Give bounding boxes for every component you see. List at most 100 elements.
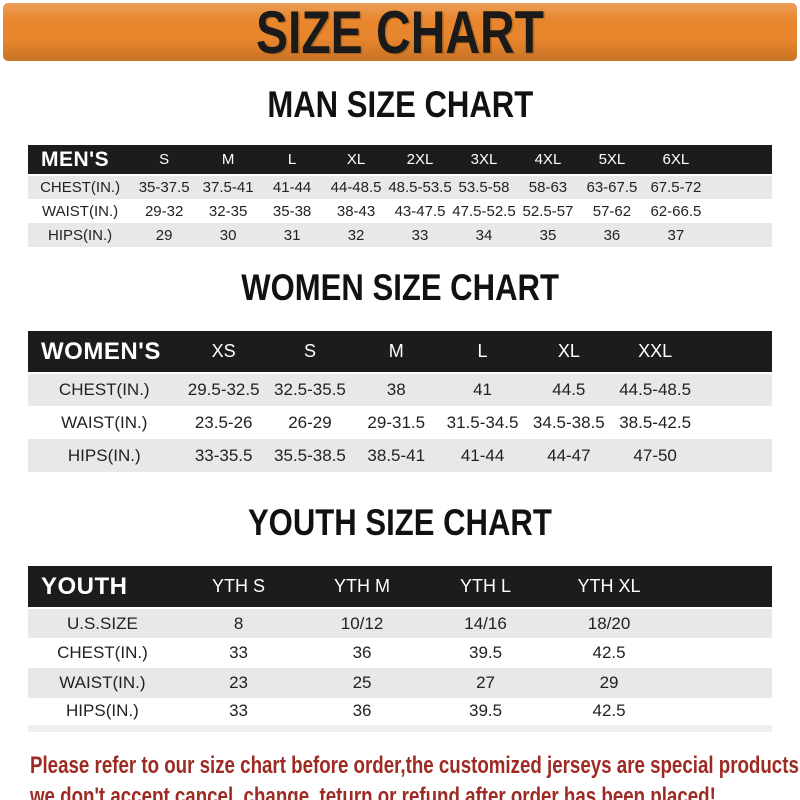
table-row: WAIST(IN.) 23.5-26 26-29 29-31.5 31.5-34.5 34… xyxy=(28,406,772,439)
row-label-cell: HIPS(IN.) xyxy=(66,701,139,721)
table-body: U.S.SIZE 8 10/12 14/16 18/20 CHEST(IN.) 33 36 39… xyxy=(28,608,772,728)
section-women: WOMEN SIZE CHART WOMEN'S XS S M L XL XXL CHEST(I… xyxy=(0,267,800,472)
table-row: WAIST(IN.) 23 25 27 29 xyxy=(28,668,772,698)
value-cell: 31.5-34.5 xyxy=(446,412,519,432)
value-cell: 57-62 xyxy=(592,202,632,220)
value-cell: 39.5 xyxy=(469,643,503,662)
value-cell: 36 xyxy=(603,226,621,244)
value-cell: 18/20 xyxy=(587,613,631,633)
footer-line-2: we don't accept cancel, change, teturn o… xyxy=(30,782,716,800)
value-cell: 36 xyxy=(352,701,372,721)
value-cell: 43-47.5 xyxy=(394,202,446,220)
section-title-text: MAN SIZE CHART xyxy=(267,84,533,125)
table-header: WOMEN'S XS S M L XL XXL xyxy=(28,331,772,373)
spacer-cell xyxy=(698,439,772,472)
value-cell: 32-35 xyxy=(208,202,248,220)
table-header: MEN'S S M L XL 2XL 3XL 4XL 5XL 6XL xyxy=(28,145,772,175)
column-header-cell: 2XL xyxy=(406,151,434,168)
table-row: HIPS(IN.) 29 30 31 32 33 34 35 36 37 xyxy=(28,223,772,247)
table-row: WAIST(IN.) 29-32 32-35 35-38 38-43 43-47.5 47.… xyxy=(28,199,772,223)
value-cell: 29-31.5 xyxy=(367,412,426,432)
value-cell: 41 xyxy=(473,380,493,399)
table-corner-label: YOUTH xyxy=(41,572,128,600)
sections-container: MAN SIZE CHART MEN'S S M L XL 2XL 3XL 4XL 5XL 6XL C… xyxy=(0,84,800,732)
value-cell: 36 xyxy=(352,643,372,662)
column-header-cell: XS xyxy=(211,341,236,361)
spacer-cell xyxy=(671,638,772,668)
section-title-men: MAN SIZE CHART xyxy=(0,84,800,130)
table-row: CHEST(IN.) 35-37.5 37.5-41 41-44 44-48.5 48.5… xyxy=(28,175,772,199)
value-cell: 34.5-38.5 xyxy=(532,412,605,432)
value-cell: 41-44 xyxy=(460,445,505,465)
value-cell: 32 xyxy=(347,226,365,244)
header-row: MEN'S S M L XL 2XL 3XL 4XL 5XL 6XL xyxy=(28,145,772,175)
value-cell: 47-50 xyxy=(633,445,677,465)
spacer-cell xyxy=(708,175,772,199)
men-size-table: MEN'S S M L XL 2XL 3XL 4XL 5XL 6XL CHEST(IN.) 35-37… xyxy=(28,145,772,247)
column-header-cell: YTH M xyxy=(334,576,391,596)
value-cell: 33 xyxy=(411,226,429,244)
value-cell: 38.5-42.5 xyxy=(619,412,692,432)
column-header-cell: 6XL xyxy=(662,151,690,168)
value-cell: 29 xyxy=(599,673,619,692)
column-header-cell: L xyxy=(477,341,488,361)
spacer-cell xyxy=(698,373,772,406)
column-header-cell: XL xyxy=(346,151,366,168)
value-cell: 29.5-32.5 xyxy=(187,380,260,399)
spacer-cell xyxy=(708,223,772,247)
row-label-cell: U.S.SIZE xyxy=(66,613,138,633)
value-cell: 48.5-53.5 xyxy=(388,179,452,196)
column-header-cell: 3XL xyxy=(470,151,498,168)
row-label-cell: WAIST(IN.) xyxy=(59,673,146,692)
value-cell: 44.5 xyxy=(552,380,586,399)
value-cell: 33-35.5 xyxy=(194,445,253,465)
value-cell: 42.5 xyxy=(592,701,626,721)
spacer-cell xyxy=(708,145,772,175)
column-header-cell: YTH XL xyxy=(577,576,641,596)
section-title-text: WOMEN SIZE CHART xyxy=(241,267,559,308)
spacer-cell xyxy=(671,608,772,638)
value-cell: 25 xyxy=(352,673,372,692)
spacer-cell xyxy=(698,331,772,373)
value-cell: 47.5-52.5 xyxy=(452,202,516,220)
value-cell: 23.5-26 xyxy=(194,412,253,432)
section-title-youth: YOUTH SIZE CHART xyxy=(0,504,800,548)
value-cell: 38-43 xyxy=(336,202,376,220)
column-header-cell: M xyxy=(221,151,235,168)
row-label-cell: HIPS(IN.) xyxy=(47,226,113,244)
value-cell: 41-44 xyxy=(272,179,312,196)
value-cell: 29-32 xyxy=(144,202,184,220)
column-header-cell: L xyxy=(287,151,297,168)
value-cell: 26-29 xyxy=(288,412,332,432)
header-row: YOUTH YTH S YTH M YTH L YTH XL xyxy=(28,566,772,608)
value-cell: 8 xyxy=(233,613,244,633)
row-label-cell: WAIST(IN.) xyxy=(42,202,119,220)
column-header-cell: M xyxy=(388,341,404,361)
column-header-cell: YTH S xyxy=(212,576,266,596)
banner-title: SIZE CHART xyxy=(256,0,544,66)
value-cell: 35-38 xyxy=(272,202,312,220)
value-cell: 42.5 xyxy=(592,643,626,662)
section-title-women: WOMEN SIZE CHART xyxy=(0,267,800,313)
value-cell: 67.5-72 xyxy=(650,179,702,196)
value-cell: 53.5-58 xyxy=(458,179,510,196)
row-label-cell: CHEST(IN.) xyxy=(57,643,148,662)
youth-size-table: YOUTH YTH S YTH M YTH L YTH XL U.S.SIZE 8 10/12… xyxy=(28,566,772,732)
column-header-cell: S xyxy=(159,151,170,168)
footer-line-1: Please refer to our size chart before or… xyxy=(30,751,800,779)
value-cell: 14/16 xyxy=(464,613,507,633)
spacer-cell xyxy=(671,668,772,698)
column-header-cell: YTH L xyxy=(460,576,512,596)
value-cell: 29 xyxy=(155,226,173,244)
value-cell: 33 xyxy=(229,701,248,721)
table-row: HIPS(IN.) 33 36 39.5 42.5 xyxy=(28,698,772,728)
value-cell: 58-63 xyxy=(528,179,568,196)
section-men: MAN SIZE CHART MEN'S S M L XL 2XL 3XL 4XL 5XL 6XL C… xyxy=(0,84,800,247)
value-cell: 23 xyxy=(229,673,248,692)
table-row: CHEST(IN.) 29.5-32.5 32.5-35.5 38 41 44.5 44.5… xyxy=(28,373,772,406)
column-header-cell: XL xyxy=(557,341,580,361)
value-cell: 35.5-38.5 xyxy=(274,445,346,465)
spacer-cell xyxy=(671,698,772,728)
table-row: HIPS(IN.) 33-35.5 35.5-38.5 38.5-41 41-44 44-… xyxy=(28,439,772,472)
